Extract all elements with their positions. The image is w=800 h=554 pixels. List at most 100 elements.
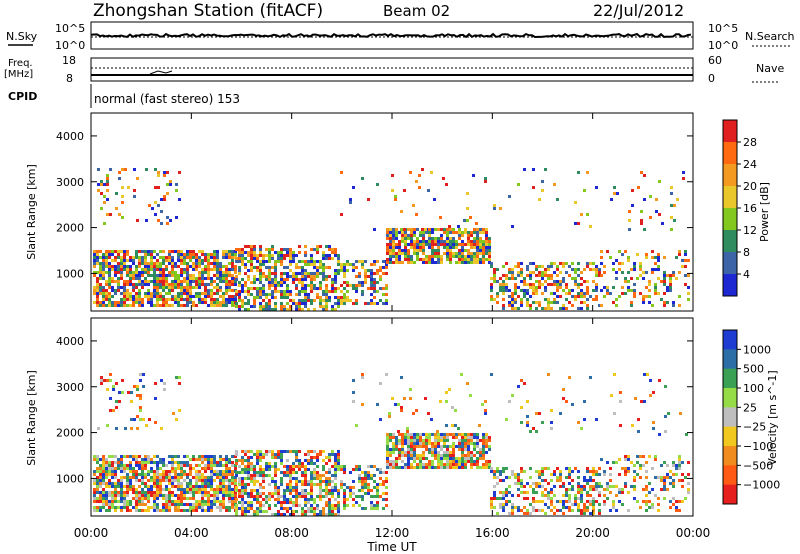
echo-cell (153, 476, 156, 479)
echo-cell (343, 495, 346, 498)
echo-cell (138, 461, 141, 464)
echo-cell (171, 491, 174, 494)
echo-cell (538, 485, 541, 488)
echo-cell (517, 385, 520, 388)
echo-cell (389, 451, 392, 454)
echo-cell (592, 512, 595, 515)
echo-cell (177, 506, 180, 509)
echo-cell (349, 201, 352, 204)
echo-cell (103, 222, 106, 225)
echo-cell (346, 284, 349, 287)
echo-cell (586, 298, 589, 301)
echo-cell (473, 445, 476, 448)
echo-cell (204, 491, 207, 494)
echo-cell (609, 473, 612, 476)
echo-cell (241, 254, 244, 257)
echo-cell (268, 254, 271, 257)
echo-cell (583, 400, 586, 403)
colorbar-swatch (723, 484, 737, 505)
echo-cell (195, 464, 198, 467)
y-tick-label: 4000 (56, 335, 84, 348)
echo-cell (286, 489, 289, 492)
echo-cell (676, 198, 679, 201)
echo-cell (213, 503, 216, 506)
echo-cell (153, 506, 156, 509)
echo-cell (265, 465, 268, 468)
echo-cell (210, 298, 213, 301)
echo-cell (102, 304, 105, 307)
echo-cell (476, 436, 479, 439)
echo-cell (144, 455, 147, 458)
echo-cell (222, 470, 225, 473)
echo-cell (331, 287, 334, 290)
echo-cell (580, 301, 583, 304)
echo-cell (222, 295, 225, 298)
echo-cell (505, 476, 508, 479)
echo-cell (177, 488, 180, 491)
echo-cell (541, 421, 544, 424)
echo-cell (502, 292, 505, 295)
echo-cell (307, 299, 310, 302)
echo-cell (379, 471, 382, 474)
echo-cell (147, 268, 150, 271)
echo-cell (476, 439, 479, 442)
echo-cell (216, 253, 219, 256)
echo-cell (469, 216, 472, 219)
echo-cell (186, 476, 189, 479)
echo-cell (283, 257, 286, 260)
colorbar-frame (722, 329, 738, 505)
echo-cell (144, 467, 147, 470)
echo-cell (102, 455, 105, 458)
echo-cell (165, 259, 168, 262)
echo-cell (473, 228, 476, 231)
echo-cell (168, 470, 171, 473)
echo-cell (289, 299, 292, 302)
echo-cell (310, 257, 313, 260)
echo-cell (437, 237, 440, 240)
echo-cell (505, 494, 508, 497)
echo-cell (678, 455, 681, 458)
echo-cell (678, 461, 681, 464)
echo-cell (684, 283, 687, 286)
echo-cell (505, 286, 508, 289)
echo-cell (265, 510, 268, 513)
echo-cell (231, 250, 234, 253)
echo-cell (346, 290, 349, 293)
echo-cell (499, 207, 502, 210)
echo-cell (313, 483, 316, 486)
echo-cell (328, 480, 331, 483)
echo-cell (526, 301, 529, 304)
echo-cell (397, 403, 400, 406)
echo-cell (496, 467, 499, 470)
echo-cell (600, 262, 603, 265)
echo-cell (559, 271, 562, 274)
freq-unit: [MHz] (4, 69, 33, 80)
echo-cell (446, 436, 449, 439)
echo-cell (286, 486, 289, 489)
echo-cell (428, 463, 431, 466)
echo-cell (511, 298, 514, 301)
echo-cell (331, 281, 334, 284)
echo-cell (589, 488, 592, 491)
echo-cell (373, 495, 376, 498)
echo-cell (235, 498, 238, 501)
echo-cell (392, 240, 395, 243)
echo-cell (541, 265, 544, 268)
echo-cell (633, 470, 636, 473)
echo-cell (111, 265, 114, 268)
echo-cell (541, 292, 544, 295)
echo-cell (562, 500, 565, 503)
echo-cell (222, 464, 225, 467)
x-tick-label: 00:00 (676, 526, 711, 540)
echo-cell (126, 500, 129, 503)
echo-cell (186, 271, 189, 274)
echo-cell (105, 461, 108, 464)
echo-cell (186, 274, 189, 277)
echo-cell (619, 424, 622, 427)
echo-cell (289, 269, 292, 272)
echo-cell (479, 252, 482, 255)
echo-cell (133, 418, 136, 421)
echo-cell (253, 498, 256, 501)
echo-cell (286, 507, 289, 510)
echo-cell (603, 488, 606, 491)
